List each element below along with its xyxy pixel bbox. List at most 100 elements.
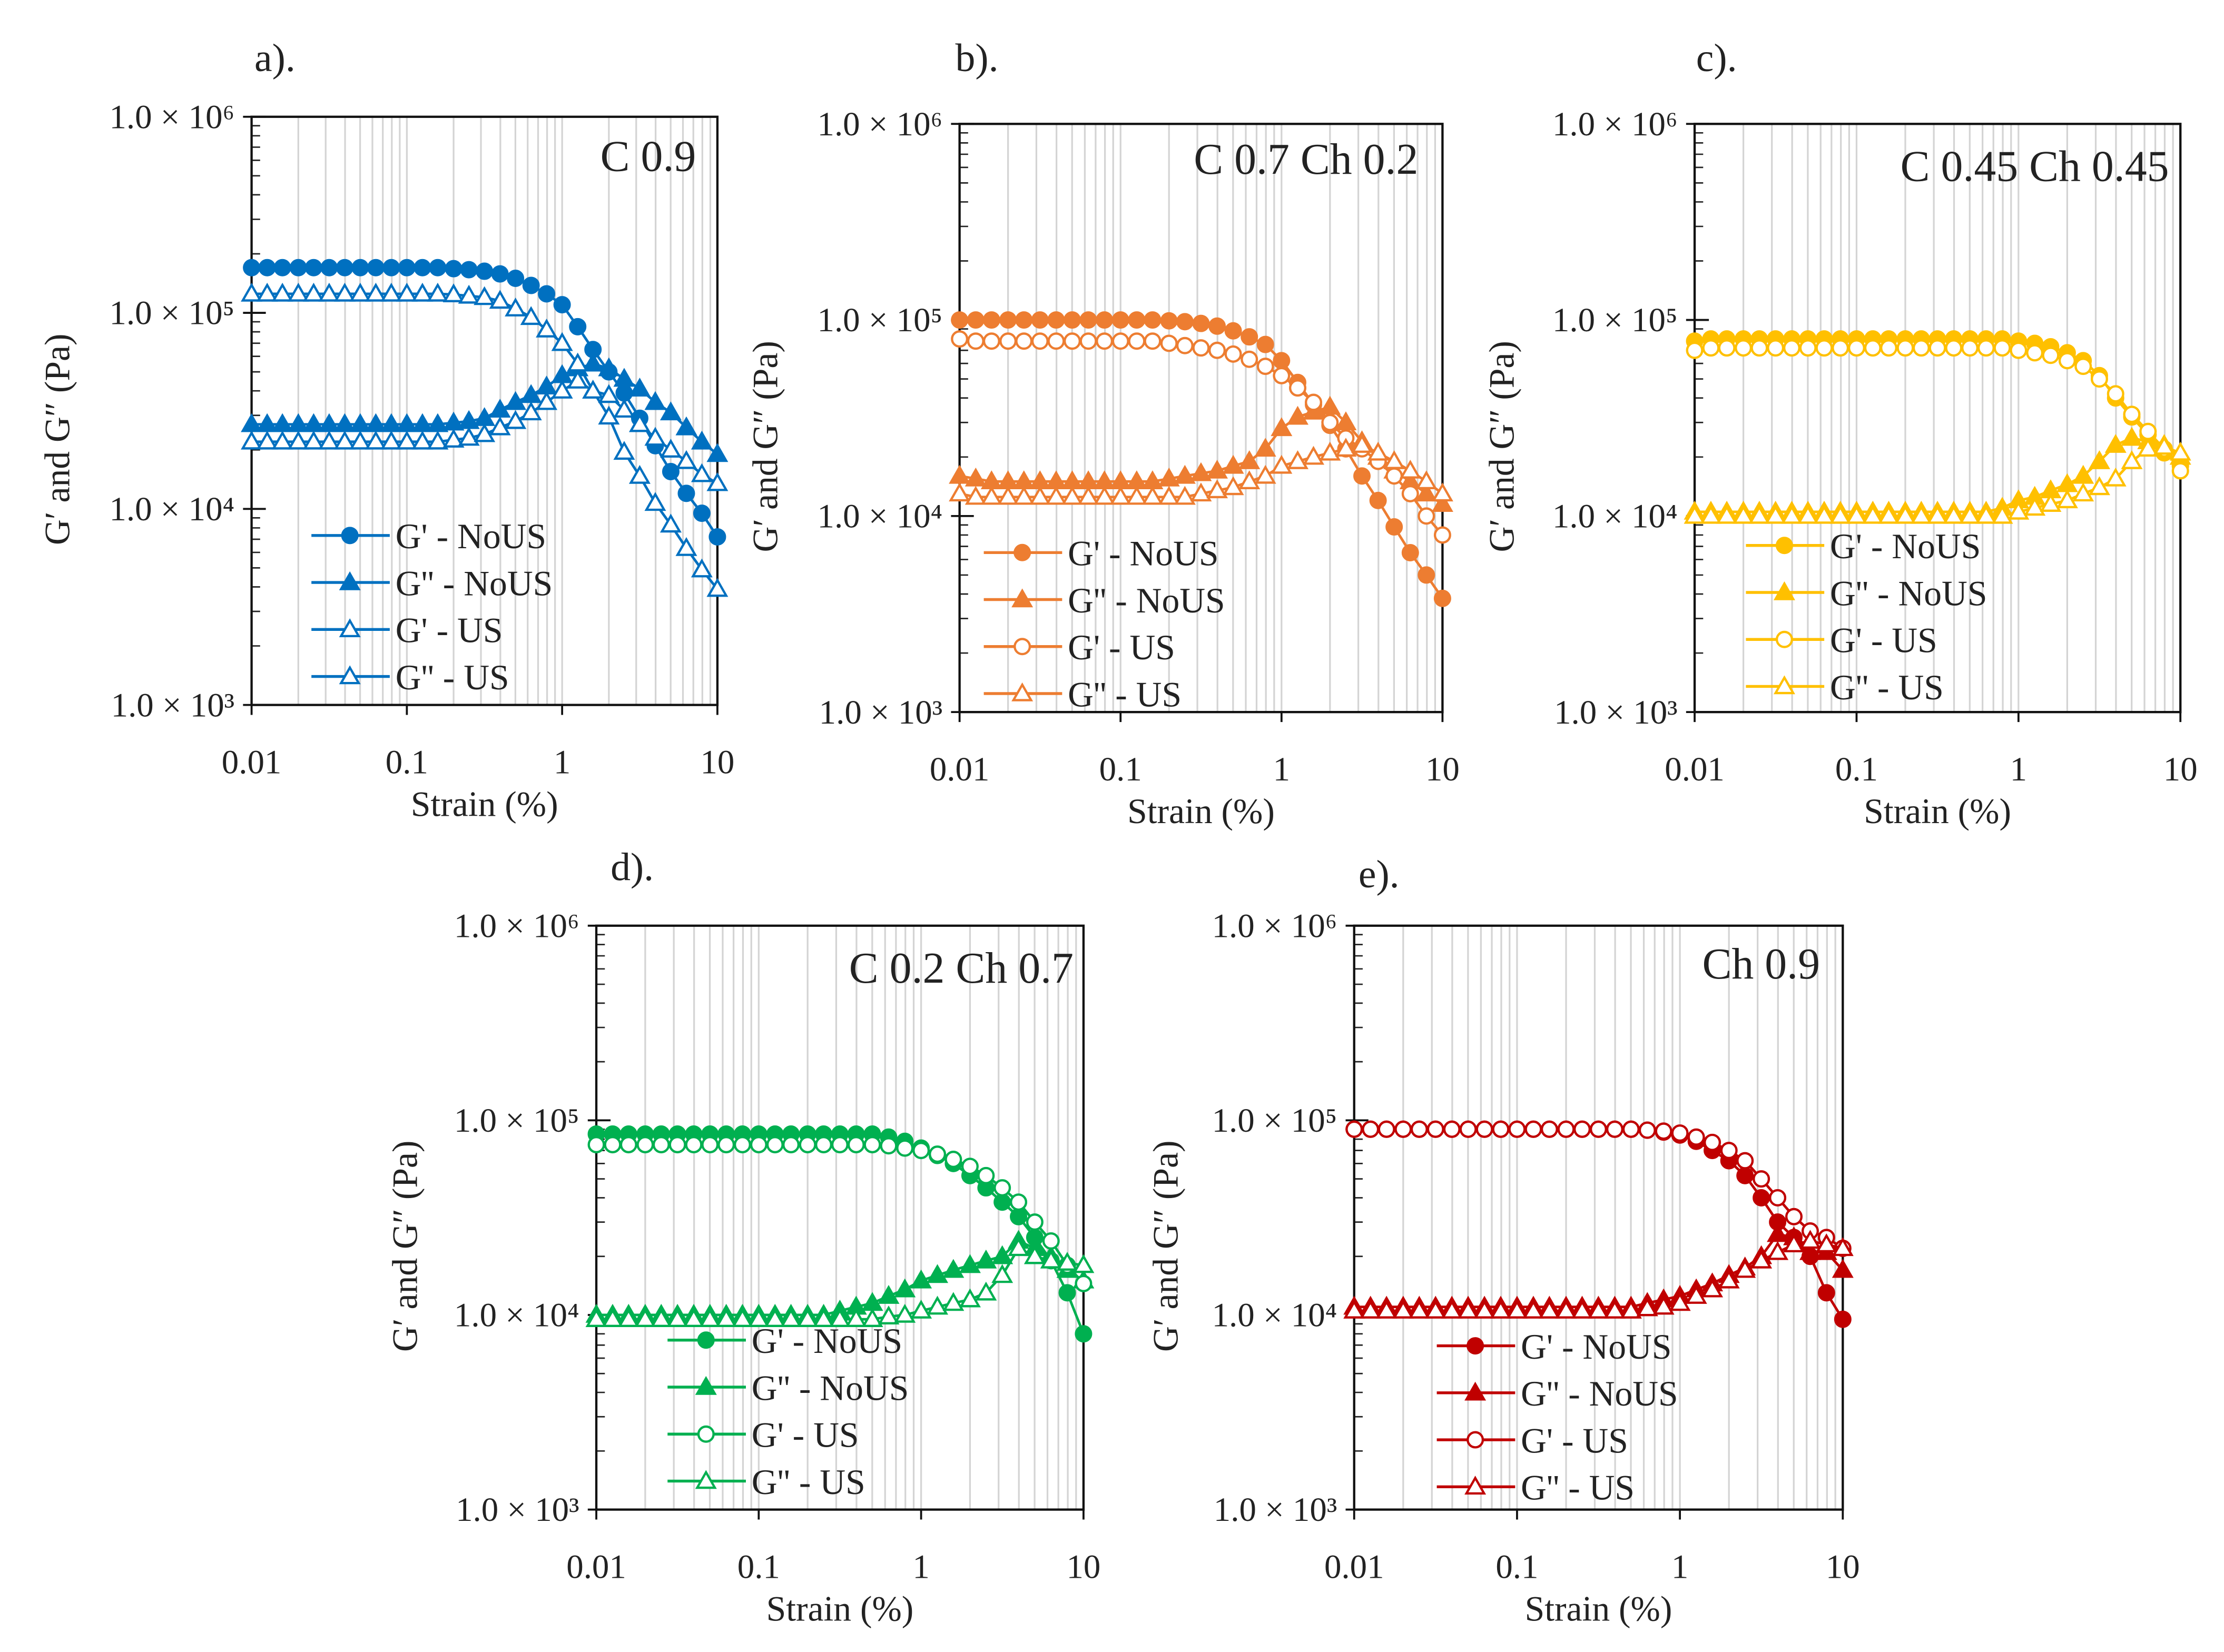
data-point <box>520 306 542 325</box>
data-point <box>2104 434 2127 453</box>
y-axis-label: G′ and G″ (Pa) <box>37 334 77 545</box>
data-point <box>349 282 371 302</box>
data-point <box>1238 470 1261 490</box>
data-point <box>1224 345 1242 363</box>
data-point <box>1335 411 1357 430</box>
y-axis-label: G′ and G″ (Pa) <box>1146 1141 1185 1352</box>
data-point <box>675 450 697 469</box>
data-point <box>1064 332 1081 350</box>
y-tick-label: 1.0 × 10⁶ <box>1212 907 1337 945</box>
data-point <box>951 311 969 329</box>
data-point <box>717 1136 735 1154</box>
data-point <box>442 283 465 303</box>
data-point <box>1606 1120 1623 1138</box>
data-point <box>569 318 587 335</box>
legend-label: G' - NoUS <box>752 1321 902 1361</box>
data-point <box>396 430 418 450</box>
data-point <box>320 259 338 276</box>
data-point <box>1343 1300 1365 1319</box>
data-point <box>628 378 651 397</box>
data-point <box>1286 450 1308 469</box>
data-point <box>1160 334 1178 352</box>
data-point <box>1319 441 1341 461</box>
data-point <box>965 467 987 487</box>
data-point <box>2137 438 2159 457</box>
data-point <box>474 286 496 305</box>
data-point <box>491 265 509 283</box>
data-point <box>666 1308 688 1327</box>
panel-title: C 0.9 <box>601 132 696 181</box>
data-point <box>2024 497 2046 516</box>
data-point <box>458 427 480 446</box>
data-point <box>1096 332 1114 350</box>
data-point <box>241 282 263 302</box>
plot-frame <box>1693 123 2182 714</box>
data-point <box>1399 459 1421 479</box>
data-point <box>1832 339 1849 357</box>
data-point <box>949 482 971 502</box>
data-point <box>942 1259 965 1278</box>
chart-panel-e: 0.01 0.1 1 10 1.0 × 10³ 1.0 × 10⁴ 1.0 × 10⁵ 1.0… <box>1146 853 1859 1629</box>
legend-marker <box>1467 1431 1484 1449</box>
data-point <box>1943 504 1965 524</box>
x-tick-label: 0.1 <box>737 1548 780 1586</box>
x-tick-label: 0.01 <box>930 750 990 788</box>
data-point <box>644 427 666 446</box>
data-point <box>1832 1237 1854 1257</box>
data-point <box>1377 1120 1395 1138</box>
data-point <box>685 1136 703 1154</box>
data-point <box>2153 436 2175 455</box>
data-point <box>567 370 589 389</box>
data-point <box>1702 339 1720 357</box>
y-tick-label: 1.0 × 10⁵ <box>818 301 943 339</box>
data-point <box>1383 450 1405 469</box>
data-point <box>975 1249 997 1269</box>
legend-marker <box>1011 588 1034 608</box>
data-point <box>1128 332 1146 350</box>
data-point <box>662 462 680 480</box>
data-point <box>382 259 400 276</box>
data-point <box>1111 332 1129 350</box>
data-point <box>1401 544 1419 562</box>
x-tick-label: 1 <box>554 743 570 781</box>
legend: G' - NoUS G'' - NoUS G' - US G'' - US <box>667 1321 909 1502</box>
data-point <box>813 1308 835 1327</box>
data-point <box>1443 1120 1461 1138</box>
data-point <box>644 492 666 511</box>
data-point <box>1961 339 1979 357</box>
data-point <box>365 430 387 450</box>
data-point <box>896 1139 914 1157</box>
legend-marker <box>1013 543 1031 561</box>
y-tick-label: 1.0 × 10⁵ <box>1552 301 1678 339</box>
x-tick-label: 0.1 <box>1495 1548 1538 1586</box>
data-point <box>1401 484 1419 502</box>
data-point <box>1750 339 1768 357</box>
data-point <box>1459 1120 1477 1138</box>
legend-marker <box>1773 675 1795 695</box>
data-point <box>977 1166 995 1184</box>
data-point <box>1718 1269 1740 1289</box>
series-g-us <box>1345 1120 1852 1257</box>
data-point <box>959 1288 981 1308</box>
data-point <box>598 357 620 377</box>
data-point <box>1767 339 1785 357</box>
data-point <box>1305 393 1323 411</box>
panel-title: C 0.2 Ch 0.7 <box>849 944 1074 993</box>
data-point <box>1345 1120 1363 1138</box>
y-tick-label: 1.0 × 10⁵ <box>454 1102 579 1140</box>
data-point <box>2058 352 2076 370</box>
chart-panel-b: 0.01 0.1 1 10 1.0 × 10³ 1.0 × 10⁴ 1.0 × 10⁵ 1.0… <box>745 36 1459 831</box>
data-point <box>1335 438 1357 457</box>
data-point <box>1735 339 1753 357</box>
data-point <box>1111 311 1129 329</box>
panel-label: d). <box>611 845 654 889</box>
data-point <box>427 430 449 450</box>
data-point <box>582 352 604 372</box>
data-point <box>1031 332 1049 350</box>
x-axis-label: Strain (%) <box>411 785 558 824</box>
data-point <box>683 1308 705 1327</box>
data-point <box>750 1136 767 1154</box>
data-point <box>1736 1166 1754 1184</box>
data-point <box>668 1136 686 1154</box>
data-point <box>520 401 542 421</box>
